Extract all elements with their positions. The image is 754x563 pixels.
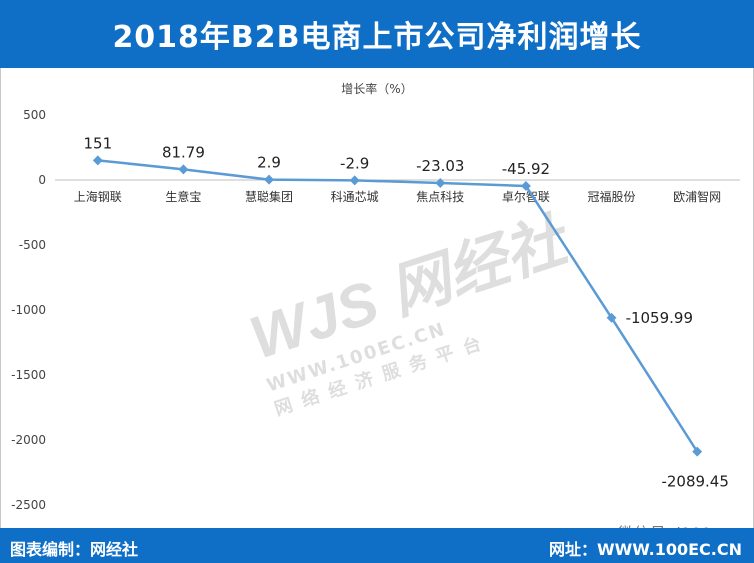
data-point [92,155,103,166]
footer-credit: 图表编制：网经社 [10,540,139,559]
data-point [606,312,617,323]
y-tick-label: -500 [19,238,46,252]
x-tick-label: 冠福股份 [588,189,636,204]
x-tick-label: 卓尔智联 [502,189,550,204]
series-line [97,159,699,453]
y-tick-label: -2000 [11,433,46,447]
x-tick-label: 科通芯城 [331,190,379,204]
data-point [435,178,446,188]
page-title: 2018年B2B电商上市公司净利润增长 [112,20,642,55]
data-label: -2089.45 [661,473,728,491]
data-label: -2.9 [340,154,369,172]
data-label: 151 [83,134,112,152]
y-tick-label: 0 [38,173,46,187]
x-tick-label: 欧浦智网 [673,189,721,204]
data-point [692,446,703,457]
data-point [349,175,360,186]
data-label: 81.79 [162,143,205,161]
footer-bar: 图表编制：网经社 网址：WWW.100EC.CN [0,528,754,563]
y-tick-label: -1000 [11,303,46,317]
data-point [178,164,189,175]
data-point [520,181,531,191]
y-tick-label: -1500 [11,368,46,382]
data-label: -45.92 [502,160,550,178]
data-point [264,174,275,185]
y-axis-label: 增长率（%） [341,82,413,96]
x-tick-label: 慧聪集团 [245,189,293,204]
x-tick-label: 生意宝 [165,189,201,204]
x-tick-label: 上海钢联 [74,189,122,204]
title-bar: 2018年B2B电商上市公司净利润增长 [0,0,754,68]
x-tick-label: 焦点科技 [416,190,464,204]
data-label: -23.03 [416,157,464,175]
data-label: -1059.99 [626,309,693,327]
y-tick-label: 500 [23,108,46,122]
data-label: 2.9 [257,154,281,172]
y-tick-label: -2500 [11,498,46,512]
footer-url: 网址：WWW.100EC.CN [548,540,742,559]
